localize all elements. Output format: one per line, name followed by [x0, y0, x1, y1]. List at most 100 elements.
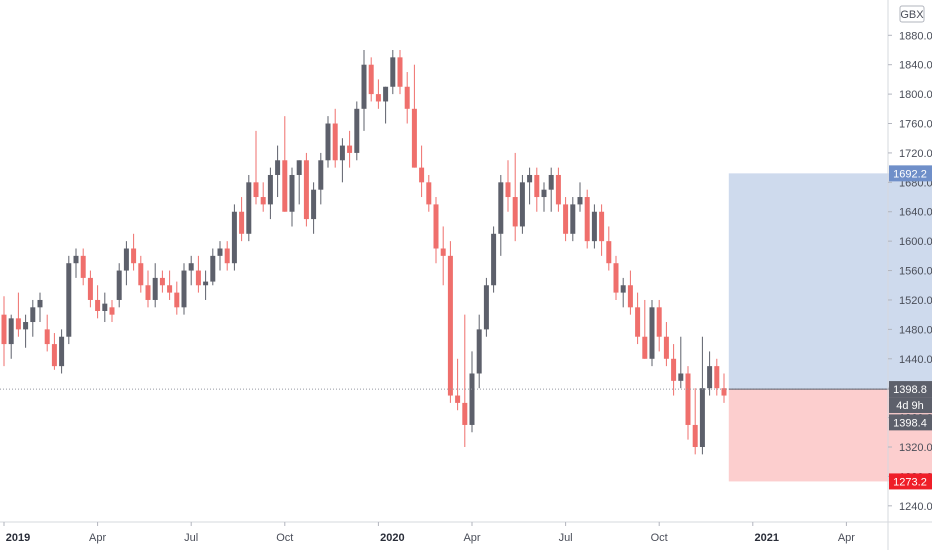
candle-body — [671, 358, 677, 381]
candle-body — [721, 388, 727, 396]
candle-body — [613, 263, 619, 293]
candle-body — [707, 366, 713, 389]
x-tick-label: Oct — [651, 532, 668, 544]
candle-body — [419, 167, 425, 183]
x-tick-label: Oct — [276, 532, 293, 544]
candle-body — [66, 263, 72, 337]
candle-body — [642, 336, 648, 359]
y-axis[interactable]: 1240.01280.01320.01360.01400.01440.01480… — [887, 0, 932, 550]
candle-body — [649, 307, 655, 359]
x-axis[interactable]: 2019AprJulOct2020AprJulOct2021AprJulOct — [0, 521, 932, 544]
candle-body — [570, 204, 576, 234]
candle-body — [152, 277, 158, 300]
x-tick-label: 2020 — [380, 532, 404, 544]
y-tick-label: 1560.0 — [899, 266, 932, 278]
candle-body — [678, 373, 684, 381]
candle-body — [563, 204, 569, 234]
countdown-tag: 4d 9h — [896, 400, 924, 412]
candle-body — [390, 57, 396, 87]
candle-body — [109, 307, 115, 315]
candle-body — [332, 123, 338, 161]
candle-body — [15, 318, 21, 330]
candles — [1, 49, 727, 455]
candle-body — [692, 424, 698, 448]
candle-body — [555, 174, 561, 205]
candle-body — [699, 388, 705, 448]
x-tick-label: Jul — [559, 532, 573, 544]
candle-body — [714, 366, 720, 389]
candle-body — [217, 248, 223, 256]
candle-body — [246, 182, 252, 234]
x-tick-label: Apr — [89, 532, 106, 544]
candle-body — [195, 270, 201, 286]
candle-body — [663, 336, 669, 359]
candle-body — [181, 270, 187, 308]
candle-body — [397, 57, 403, 87]
candle-body — [635, 307, 641, 337]
candle-body — [325, 123, 331, 161]
y-tick-label: 1480.0 — [899, 324, 932, 336]
candle-body — [512, 197, 518, 227]
candle-body — [8, 318, 14, 345]
candle-body — [282, 160, 288, 212]
target-zone — [728, 173, 932, 390]
last-price-tag: 1398.4 — [893, 417, 927, 429]
candle-body — [347, 145, 353, 153]
currency-label: GBX — [900, 9, 924, 21]
price-tags: 1692.2 1398.8 4d 9h 1398.4 1273.2 — [889, 165, 932, 490]
stop-price-tag-bg — [889, 473, 932, 490]
candle-body — [224, 248, 230, 264]
candle-body — [656, 307, 662, 337]
candle-body — [491, 233, 497, 286]
candle-body — [145, 285, 151, 300]
candle-body — [620, 285, 626, 293]
y-tick-label: 1880.0 — [899, 30, 932, 42]
candle-body — [253, 182, 259, 198]
candle-body — [102, 303, 108, 311]
candle-body — [30, 307, 36, 323]
candle-body — [116, 270, 122, 300]
candle-body — [174, 292, 180, 308]
candle-body — [318, 160, 324, 190]
candle-body — [296, 160, 302, 175]
countdown-tag-bg — [889, 397, 932, 414]
candle-body — [339, 145, 345, 161]
x-tick-label: 2019 — [6, 532, 30, 544]
target-price-tag: 1692.2 — [893, 168, 927, 180]
candle-body — [131, 248, 137, 264]
candle-body — [404, 86, 410, 109]
y-tick-label: 1840.0 — [899, 60, 932, 72]
y-tick-label: 1520.0 — [899, 295, 932, 307]
x-tick-label: 2021 — [755, 532, 779, 544]
candle-body — [483, 285, 489, 330]
candle-body — [267, 174, 273, 205]
candle-body — [210, 255, 216, 282]
candle-body — [462, 402, 468, 425]
candle-body — [95, 299, 101, 311]
candle-body — [311, 189, 317, 220]
candle-body — [167, 285, 173, 293]
y-tick-label: 1440.0 — [899, 354, 932, 366]
candle-body — [383, 86, 389, 102]
candle-body — [411, 108, 417, 168]
candle-body — [534, 174, 540, 198]
candle-body — [44, 329, 50, 345]
y-tick-label: 1320.0 — [899, 442, 932, 454]
candle-body — [685, 373, 691, 425]
candle-body — [469, 373, 475, 425]
candle-body — [498, 182, 504, 234]
candle-body — [433, 204, 439, 249]
candle-body — [606, 241, 612, 264]
y-tick-label: 1600.0 — [899, 236, 932, 248]
y-tick-label: 1640.0 — [899, 207, 932, 219]
candle-body — [23, 322, 29, 330]
candle-body — [505, 182, 511, 198]
candle-body — [239, 211, 245, 234]
entry-price-tag: 1398.8 — [893, 384, 927, 396]
candle-body — [260, 197, 266, 205]
candle-body — [577, 197, 583, 205]
candle-body — [527, 174, 533, 183]
candle-body — [455, 395, 461, 403]
candle-body — [541, 189, 547, 198]
